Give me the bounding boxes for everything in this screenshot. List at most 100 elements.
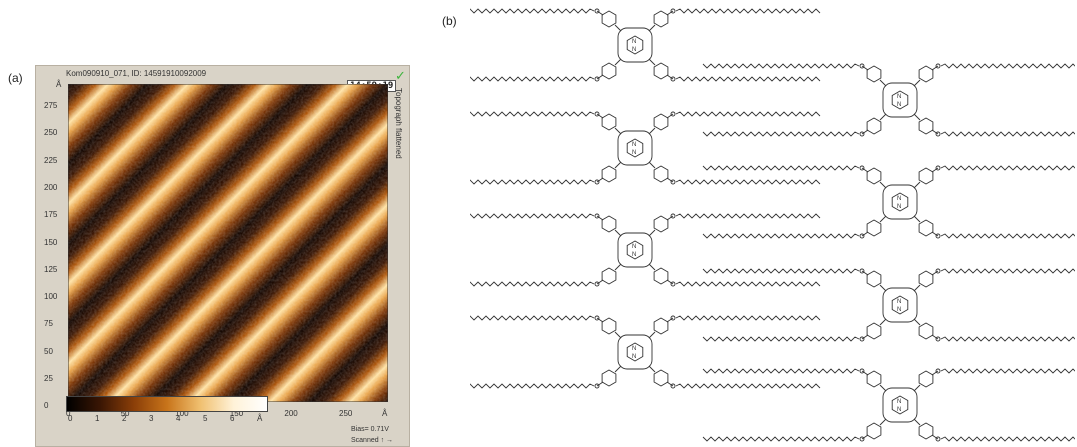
ether-bond (596, 113, 604, 119)
y-tick-label: 200 (44, 182, 58, 192)
oxygen-atom (859, 436, 865, 442)
porphyrin-molecule: NN (702, 268, 1075, 342)
oxygen-atom (670, 315, 676, 321)
alkyl-chain (702, 63, 860, 69)
phenyl-bond (879, 215, 887, 223)
y-axis-unit: Å (56, 80, 62, 89)
alkyl-chain (470, 213, 595, 219)
alkyl-chain (940, 436, 1075, 442)
phenyl-ring (601, 369, 617, 387)
ether-bond (666, 381, 674, 387)
alkyl-chain (940, 368, 1075, 374)
y-tick-label: 150 (44, 237, 58, 247)
oxygen-atom (935, 436, 941, 442)
porphyrin-inner-ring (891, 295, 909, 315)
alkyl-chain (470, 315, 595, 321)
phenyl-bond (879, 318, 887, 326)
porphyrin-core (882, 82, 918, 118)
oxygen-atom (670, 76, 676, 82)
alkyl-chain (675, 315, 821, 321)
y-tick-label: 0 (44, 401, 49, 411)
porphyrin-inner-ring (626, 342, 644, 362)
ether-bond (666, 215, 674, 221)
nitrogen-label: N (897, 196, 901, 202)
porphyrin-molecule: NN (702, 165, 1075, 239)
nitrogen-label: N (897, 94, 901, 100)
porphyrin-core (882, 387, 918, 423)
alkyl-chain (702, 165, 860, 171)
alkyl-chain (675, 111, 821, 117)
phenyl-bond (614, 331, 622, 339)
porphyrin-molecule: NN (702, 63, 1075, 137)
phenyl-ring (601, 10, 617, 28)
colorbar-tick-label: 4 (176, 414, 181, 423)
colorbar-tick-label: 5 (203, 414, 208, 423)
phenyl-bond (648, 365, 656, 373)
phenyl-bond (879, 384, 887, 392)
stm-topography-image (68, 84, 388, 402)
oxygen-atom (670, 8, 676, 14)
oxygen-atom (935, 63, 941, 69)
porphyrin-core (617, 334, 653, 370)
ether-bond (931, 231, 939, 237)
alkyl-chain (675, 213, 821, 219)
phenyl-ring (653, 369, 669, 387)
phenyl-ring (918, 65, 934, 83)
porphyrin-core (617, 232, 653, 268)
phenyl-ring (601, 165, 617, 183)
ether-bond (666, 113, 674, 119)
phenyl-ring (918, 422, 934, 440)
phenyl-ring (653, 317, 669, 335)
y-tick-label: 25 (44, 374, 53, 383)
phenyl-bond (879, 181, 887, 189)
ether-bond (861, 370, 869, 376)
phenyl-bond (913, 79, 921, 87)
ether-bond (861, 65, 869, 71)
phenyl-ring (866, 117, 882, 135)
x-tick-label: 0 (66, 409, 71, 418)
oxygen-atom (935, 336, 941, 342)
phenyl-ring (866, 370, 882, 388)
oxygen-atom (935, 131, 941, 137)
alkyl-chain (702, 268, 860, 274)
nitrogen-label: N (632, 142, 636, 148)
porphyrin-molecule: NN (702, 368, 1075, 442)
phenyl-bond (614, 58, 622, 66)
porphyrin-molecule: NN (470, 213, 821, 287)
oxygen-atom (594, 383, 600, 389)
nitrogen-label: N (897, 399, 901, 405)
colorbar-tick-label: 6 (230, 414, 235, 423)
oxygen-atom (594, 315, 600, 321)
oxygen-atom (935, 268, 941, 274)
stm-side-label: Topograph flattened (394, 88, 403, 159)
oxygen-atom (935, 233, 941, 239)
ether-bond (596, 317, 604, 323)
oxygen-atom (670, 213, 676, 219)
scanned-label: Scanned ↑ → (351, 437, 394, 444)
oxygen-atom (859, 165, 865, 171)
phenyl-bond (614, 263, 622, 271)
phenyl-ring (866, 422, 882, 440)
phenyl-bond (913, 181, 921, 189)
ether-bond (861, 231, 869, 237)
oxygen-atom (859, 268, 865, 274)
oxygen-atom (670, 281, 676, 287)
phenyl-ring (918, 219, 934, 237)
phenyl-bond (913, 284, 921, 292)
ether-bond (861, 167, 869, 173)
ether-bond (596, 177, 604, 183)
phenyl-ring (866, 270, 882, 288)
ether-bond (861, 334, 869, 340)
y-tick-label: 275 (44, 101, 58, 110)
x-tick-label: 150 (229, 409, 244, 418)
ether-bond (931, 334, 939, 340)
porphyrin-core (882, 184, 918, 220)
y-tick-label: 100 (44, 292, 58, 302)
nitrogen-label: N (632, 150, 636, 156)
oxygen-atom (859, 63, 865, 69)
alkyl-chain (940, 233, 1075, 239)
oxygen-atom (670, 111, 676, 117)
phenyl-bond (648, 58, 656, 66)
ether-bond (596, 74, 604, 80)
colorbar-tick-label: 0 (68, 414, 73, 423)
